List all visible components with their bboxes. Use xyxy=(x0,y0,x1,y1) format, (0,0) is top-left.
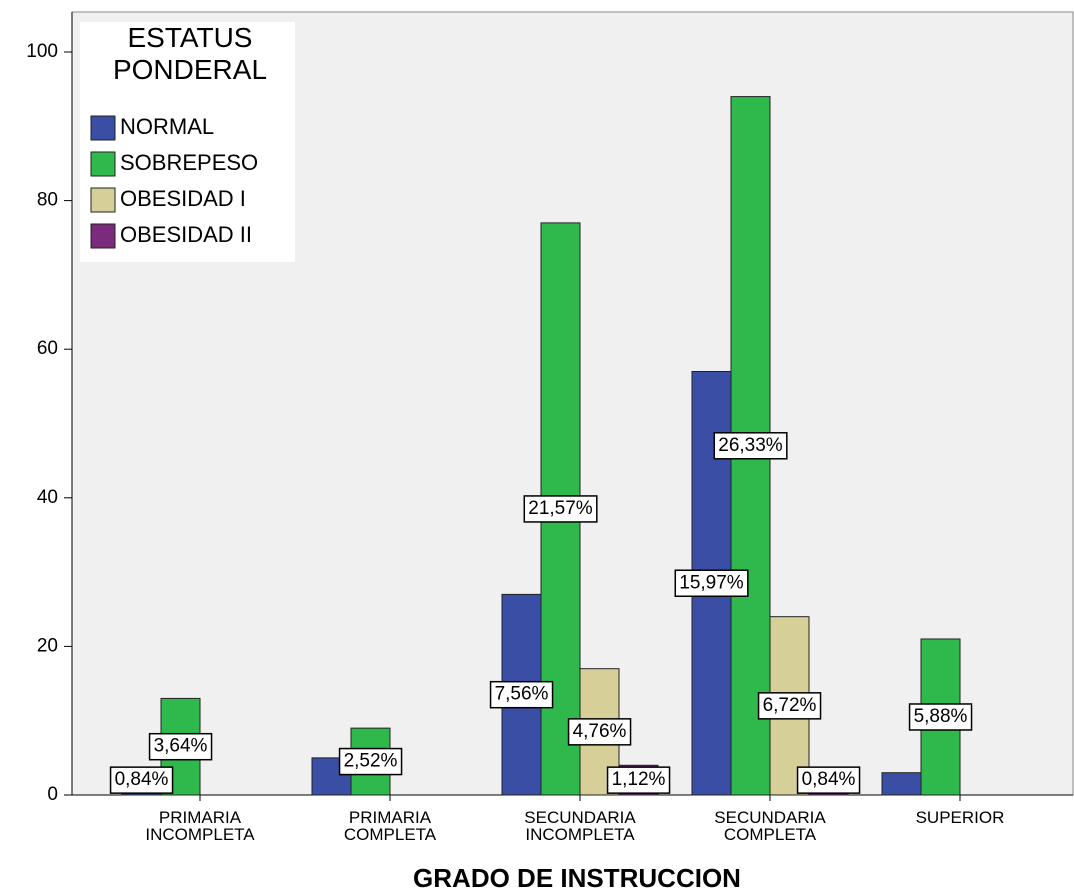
value-label-text: 6,72% xyxy=(763,695,817,716)
value-label-box xyxy=(109,766,174,794)
value-label: 5,88% xyxy=(908,703,973,731)
value-label-text: 21,57% xyxy=(528,498,593,519)
x-tick-label-line: COMPLETA xyxy=(344,825,437,844)
value-label-text: 0,84% xyxy=(802,769,856,790)
x-tick-label-line: SECUNDARIA xyxy=(524,808,636,827)
value-label-text: 1,12% xyxy=(612,769,666,790)
y-tick-label: 0 xyxy=(47,784,58,805)
legend-swatch xyxy=(90,151,116,177)
legend-title: ESTATUS PONDERAL xyxy=(113,22,267,85)
x-tick-label-line: PRIMARIA xyxy=(159,808,242,827)
legend-title-line: PONDERAL xyxy=(113,54,267,85)
y-tick-label: 100 xyxy=(26,41,58,62)
value-label: 2,52% xyxy=(338,747,403,776)
x-tick-label: PRIMARIA INCOMPLETA xyxy=(145,808,255,844)
legend-title-line: ESTATUS xyxy=(128,22,253,53)
legend-swatch xyxy=(90,223,116,249)
bar xyxy=(881,772,922,796)
legend-label: OBESIDAD II xyxy=(120,222,252,247)
y-tick-label: 20 xyxy=(37,635,58,656)
value-label: 7,56% xyxy=(489,680,554,709)
y-tick-label: 80 xyxy=(37,190,58,211)
value-label-box xyxy=(523,495,598,523)
x-tick-label: SECUNDARIA COMPLETA xyxy=(714,808,826,844)
legend-swatch xyxy=(90,187,116,213)
x-tick-label-line: SUPERIOR xyxy=(916,808,1005,827)
value-label-text: 3,64% xyxy=(154,736,208,757)
value-label-box xyxy=(338,747,403,776)
value-label: 1,12% xyxy=(606,766,671,794)
value-label: 6,72% xyxy=(757,692,822,720)
value-label: 4,76% xyxy=(567,718,632,746)
x-tick-label: SUPERIOR xyxy=(916,808,1005,827)
value-label: 0,84% xyxy=(796,766,861,794)
value-label: 3,64% xyxy=(148,732,213,761)
legend-box xyxy=(80,22,295,262)
value-label-box xyxy=(567,718,632,746)
value-label-text: 26,33% xyxy=(718,435,783,456)
value-label-text: 0,84% xyxy=(115,769,169,790)
value-label-text: 7,56% xyxy=(495,684,549,705)
x-tick-label: SECUNDARIA INCOMPLETA xyxy=(524,808,636,844)
legend-label: OBESIDAD I xyxy=(120,186,246,211)
value-label-box xyxy=(606,766,671,794)
x-tick-label-line: PRIMARIA xyxy=(349,808,432,827)
value-label: 21,57% xyxy=(523,495,598,523)
x-axis-label: GRADO DE INSTRUCCION xyxy=(413,863,741,892)
value-label-box xyxy=(757,692,822,720)
x-tick-label-line: SECUNDARIA xyxy=(714,808,826,827)
y-tick-label: 60 xyxy=(37,338,58,359)
value-label-box xyxy=(489,680,554,709)
value-label-text: 2,52% xyxy=(344,751,398,772)
value-label-text: 4,76% xyxy=(573,721,627,742)
value-label-box xyxy=(148,732,213,761)
value-label: 15,97% xyxy=(674,569,749,597)
value-label-text: 5,88% xyxy=(914,706,968,727)
value-label: 0,84% xyxy=(109,766,174,794)
value-label-box xyxy=(674,569,749,597)
value-label: 26,33% xyxy=(713,432,788,460)
legend: ESTATUS PONDERAL NORMAL SOBREPESO OBESIDAD I… xyxy=(80,22,295,262)
x-tick-label-line: INCOMPLETA xyxy=(145,825,255,844)
x-tick-label-line: COMPLETA xyxy=(724,825,817,844)
x-tick-label: PRIMARIA COMPLETA xyxy=(344,808,437,844)
x-tick-label-line: INCOMPLETA xyxy=(525,825,635,844)
value-label-box xyxy=(908,703,973,731)
legend-swatch xyxy=(90,115,116,141)
legend-label: SOBREPESO xyxy=(120,150,258,175)
y-tick-label: 40 xyxy=(37,487,58,508)
legend-label: NORMAL xyxy=(120,114,214,139)
value-label-box xyxy=(713,432,788,460)
value-label-box xyxy=(796,766,861,794)
value-label-text: 15,97% xyxy=(679,572,744,593)
